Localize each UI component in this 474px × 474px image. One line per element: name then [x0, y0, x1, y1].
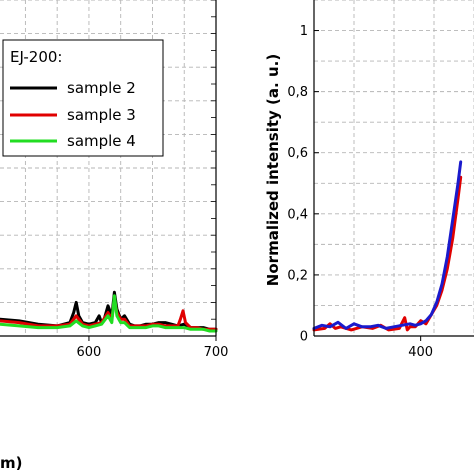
right-y-tick-label: 0,2: [287, 268, 308, 283]
left-series-line-sample-4: [0, 294, 218, 333]
right-series: [312, 160, 463, 332]
right-y-tick-label: 1: [300, 24, 308, 39]
right-y-tick-label: 0: [300, 330, 308, 345]
right-ylabel: Normalized intensity (a. u.): [264, 54, 282, 286]
right-panel: 400 0 0,2 0,4 0,6 0,8 1 Normalized intensity (…: [264, 0, 474, 360]
left-x-tick-label: 700: [204, 345, 229, 360]
right-y-tick-label: 0,8: [287, 85, 308, 100]
legend-label-sample-4: sample 4: [67, 132, 136, 150]
legend-box: [2, 39, 164, 157]
legend-label-sample-2: sample 2: [67, 79, 136, 97]
right-y-tick-label: 0,4: [287, 207, 308, 222]
left-ticks: 600 700: [77, 0, 229, 360]
right-ticks: 400 0 0,2 0,4 0,6 0,8 1: [287, 24, 433, 360]
left-series: [0, 290, 218, 333]
left-x-tick-label: 600: [77, 345, 102, 360]
right-y-tick-label: 0,6: [287, 146, 308, 161]
legend-label-sample-3: sample 3: [67, 106, 136, 124]
legend: EJ-200: sample 2 sample 3 sample 4: [2, 39, 164, 157]
right-series-line-2: [312, 160, 463, 330]
left-xlabel-fragment: m): [0, 454, 23, 472]
left-panel: 600 700 m) EJ-200: sample 2 sample 3 samp…: [0, 0, 228, 472]
right-x-tick-label: 400: [408, 345, 433, 360]
legend-title: EJ-200:: [10, 48, 62, 66]
